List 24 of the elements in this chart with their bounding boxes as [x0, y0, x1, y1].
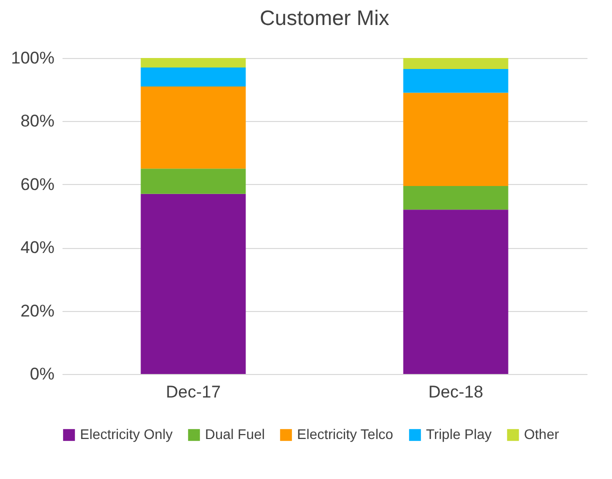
y-tick-label: 20%	[20, 301, 54, 320]
x-tick-label: Dec-18	[428, 382, 484, 402]
y-tick-label: 80%	[20, 112, 54, 131]
legend-label: Electricity Only	[80, 426, 173, 442]
bar	[140, 86, 246, 169]
y-tick-label: 60%	[20, 174, 54, 194]
bar	[403, 186, 508, 210]
legend-label: Electricity Telco	[297, 426, 394, 442]
bar	[403, 69, 508, 93]
x-tick-label: Dec-17	[166, 382, 221, 402]
bar	[140, 58, 246, 68]
bar	[403, 210, 508, 374]
y-tick-label: 100%	[11, 48, 54, 68]
legend-label: Other	[524, 426, 560, 442]
bar	[403, 92, 508, 186]
bar	[140, 194, 246, 374]
y-tick-label: 40%	[20, 238, 54, 258]
bar	[403, 58, 508, 70]
chart-title: Customer Mix	[260, 7, 390, 30]
y-tick-label: 0%	[30, 364, 54, 384]
bar	[140, 67, 246, 86]
legend-label: Dual Fuel	[205, 426, 265, 442]
bar	[140, 168, 246, 194]
legend-label: Triple Play	[426, 426, 492, 442]
